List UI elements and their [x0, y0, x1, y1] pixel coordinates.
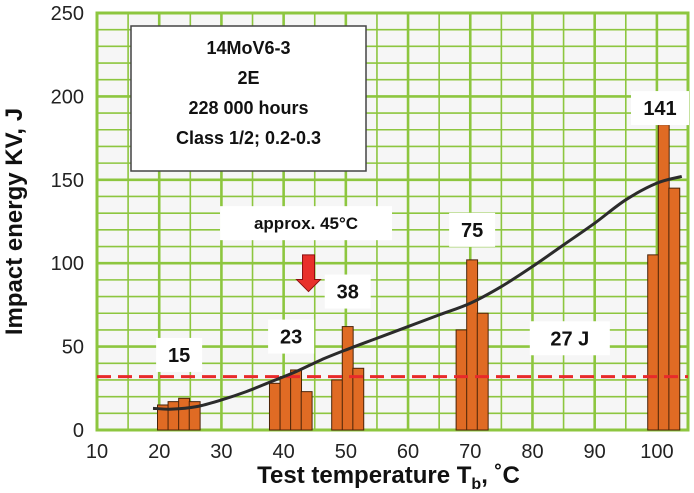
bar — [476, 312, 489, 431]
group-labels: 15 23 38 75 141 — [156, 91, 690, 372]
reference-label-box — [529, 321, 610, 356]
bar — [466, 259, 479, 431]
bar — [300, 391, 313, 431]
trend-curve — [152, 175, 683, 411]
x-tick-label: 60 — [397, 441, 419, 463]
group-label-text: 75 — [461, 220, 483, 242]
annotation-box — [220, 206, 393, 241]
bar — [352, 367, 365, 431]
x-tick-label: 10 — [86, 441, 108, 463]
bar — [341, 326, 354, 431]
group-label: 38 — [324, 274, 371, 309]
bar — [647, 254, 660, 431]
x-axis-title: Test temperature Tb, ˚C — [257, 462, 520, 493]
x-axis-title-unit: , ˚C — [481, 462, 520, 489]
group-label-text: 23 — [280, 327, 302, 349]
info-box-frame — [130, 25, 367, 172]
bar — [668, 187, 681, 431]
x-tick-label: 20 — [148, 441, 170, 463]
bar — [657, 124, 670, 431]
y-tick-label: 150 — [51, 170, 84, 192]
info-box-line: 14MoV6-3 — [206, 38, 290, 58]
bar — [167, 401, 180, 431]
bar — [455, 329, 468, 431]
temperature-annotation: approx. 45°C — [220, 206, 393, 293]
group-label-text: 141 — [643, 98, 676, 120]
x-tick-label: 50 — [335, 441, 357, 463]
x-tick-label: 90 — [584, 441, 606, 463]
group-label: 23 — [268, 319, 315, 354]
bar — [290, 369, 303, 431]
x-tick-label: 100 — [640, 441, 673, 463]
y-tick-labels: 0 50 100 150 200 250 — [51, 3, 84, 442]
y-tick-label: 200 — [51, 86, 84, 108]
group-label-box — [268, 319, 315, 354]
group-label-text: 38 — [337, 282, 359, 304]
info-box-line: 2E — [237, 68, 259, 88]
bar — [279, 376, 292, 431]
x-tick-label: 40 — [273, 441, 295, 463]
annotation-text: approx. 45°C — [254, 214, 358, 233]
bar — [268, 382, 281, 431]
info-box: 14MoV6-3 2E 228 000 hours Class 1/2; 0.2-0.… — [130, 25, 367, 172]
y-tick-label: 250 — [51, 3, 84, 25]
group-label-box — [631, 91, 690, 126]
x-axis-title-main: Test temperature T — [257, 462, 472, 489]
info-box-line: 228 000 hours — [188, 98, 308, 118]
y-tick-label: 100 — [51, 253, 84, 275]
group-label-box — [324, 274, 371, 309]
y-tick-label: 0 — [73, 420, 84, 442]
bars — [156, 124, 681, 431]
bar — [188, 401, 201, 431]
x-axis-title-subscript: b — [471, 476, 481, 493]
group-label: 141 — [631, 91, 690, 126]
group-label: 15 — [156, 337, 203, 372]
x-tick-label: 80 — [521, 441, 543, 463]
x-tick-label: 70 — [459, 441, 481, 463]
x-tick-label: 30 — [210, 441, 232, 463]
group-label: 75 — [449, 212, 496, 247]
x-tick-labels: 10 20 30 40 50 60 70 80 90 100 — [86, 441, 674, 463]
reference-line-label: 27 J — [550, 328, 589, 350]
bar — [178, 397, 191, 431]
bar — [331, 379, 344, 431]
info-box-line: Class 1/2; 0.2-0.3 — [176, 128, 321, 148]
y-axis-title: Impact energy KV, J — [1, 108, 28, 335]
group-label-box — [449, 212, 496, 247]
y-tick-label: 50 — [62, 337, 84, 359]
group-label-box — [156, 337, 203, 372]
group-label-text: 15 — [168, 345, 190, 367]
down-arrow-icon — [295, 254, 322, 293]
